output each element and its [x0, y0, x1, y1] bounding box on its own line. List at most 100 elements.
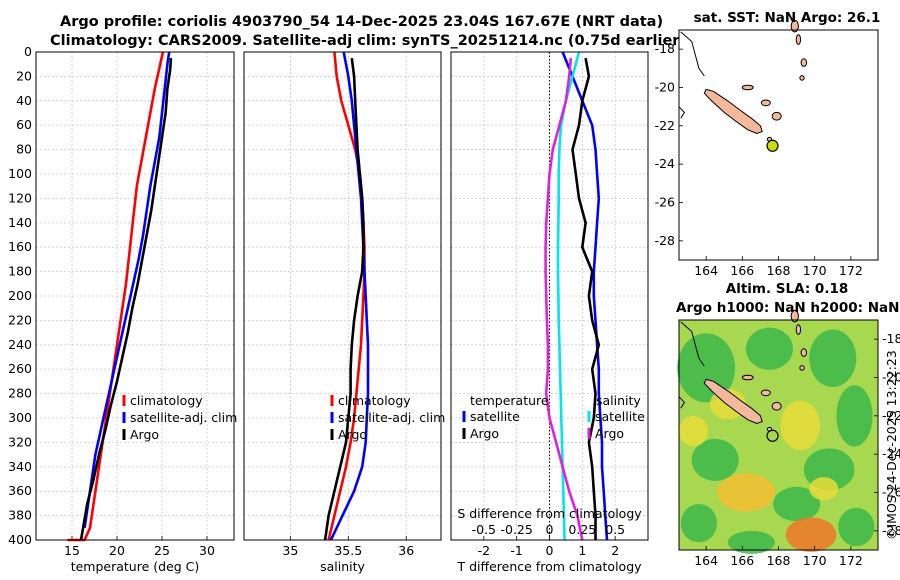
- diff-legend-temperature-title: temperature: [470, 393, 549, 408]
- sla-anomaly-patch: [838, 507, 875, 547]
- y-tick-label: 320: [8, 434, 32, 449]
- map-y-tick-label: -28: [655, 233, 675, 248]
- map-x-tick-label: 172: [839, 553, 863, 568]
- small-island: [795, 34, 802, 45]
- y-tick-label: 140: [8, 215, 32, 230]
- y-tick-label: 400: [8, 532, 32, 547]
- sla-anomaly-patch: [785, 517, 837, 552]
- series-line-argo: [79, 58, 173, 541]
- map-x-tick-label: 164: [694, 553, 718, 568]
- small-island: [760, 99, 771, 107]
- y-tick-label: 20: [16, 68, 32, 83]
- temp-legend-label: satellite-adj. clim: [130, 410, 237, 425]
- series-line-satellite-adj-clim: [83, 51, 171, 528]
- map-y-tick-label: -22: [882, 408, 900, 423]
- x-tick-label: 15: [64, 543, 80, 558]
- x-tick-label: 30: [199, 543, 215, 558]
- reef-outline: [680, 321, 705, 367]
- x-tick-label: 35: [282, 543, 298, 558]
- sla-anomaly-patch: [691, 438, 739, 481]
- x-tick-label: -1: [510, 543, 522, 558]
- new-caledonia-island: [703, 88, 763, 135]
- series-line-climatology: [327, 51, 366, 541]
- x-axis-label: T difference from climatology: [456, 559, 642, 574]
- temp-legend-label: climatology: [130, 393, 203, 408]
- plot-frame-0: [35, 51, 235, 541]
- y-tick-label: 160: [8, 239, 32, 254]
- top-axis-tick-label: 0.25: [568, 522, 596, 537]
- x-axis-label: salinity: [320, 559, 365, 574]
- series-line-temperature-argo: [571, 57, 601, 540]
- diff-legend-label: Argo: [595, 426, 624, 441]
- map-x-tick-label: 166: [730, 263, 754, 278]
- y-tick-label: 360: [8, 483, 32, 498]
- y-tick-label: 200: [8, 288, 32, 303]
- y-tick-label: 120: [8, 190, 32, 205]
- temp-legend-label: Argo: [130, 427, 159, 442]
- sst-map-title: sat. SST: NaN Argo: 26.1: [693, 10, 881, 26]
- y-tick-label: 340: [8, 459, 32, 474]
- x-axis-label: temperature (deg C): [71, 559, 200, 574]
- series-line-satellite-adj-clim: [329, 51, 370, 541]
- small-island: [799, 365, 805, 371]
- diff-legend-label: satellite: [595, 409, 645, 424]
- x-tick-label: 1: [578, 543, 586, 558]
- top-axis-label: S difference from climatology: [457, 506, 642, 521]
- x-tick-label: 25: [154, 543, 170, 558]
- map-y-tick-label: -20: [655, 80, 675, 95]
- sla-anomaly-patch: [727, 530, 775, 554]
- y-tick-label: 220: [8, 312, 32, 327]
- x-tick-label: 35.5: [334, 543, 362, 558]
- imos-timestamp: ©IMOS 24-Dec-2025 13:22:23: [884, 350, 899, 540]
- map-x-tick-label: 166: [730, 553, 754, 568]
- map-y-tick-label: -18: [882, 331, 900, 346]
- y-tick-label: 40: [16, 93, 32, 108]
- reef-outline: [680, 31, 705, 77]
- x-tick-label: 0: [546, 543, 554, 558]
- series-line-salinity-satellite: [556, 51, 581, 541]
- y-tick-label: 240: [8, 337, 32, 352]
- small-island: [800, 348, 808, 357]
- small-island: [790, 309, 799, 323]
- series-line-salinity-argo: [544, 57, 584, 541]
- y-tick-label: 380: [8, 508, 32, 523]
- map-x-tick-label: 164: [694, 263, 718, 278]
- reef-outline: [678, 106, 686, 119]
- map-y-tick-label: -24: [882, 446, 900, 461]
- y-tick-label: 180: [8, 264, 32, 279]
- map-x-tick-label: 170: [803, 263, 827, 278]
- diff-legend-label: satellite: [470, 409, 520, 424]
- sla-anomaly-patch: [773, 486, 821, 522]
- sla-anomaly-patch: [745, 327, 793, 370]
- sla-anomaly-patch: [836, 385, 873, 447]
- small-island: [741, 374, 754, 381]
- small-island: [800, 58, 808, 67]
- series-line-argo: [323, 57, 365, 541]
- map-y-tick-label: -18: [655, 41, 675, 56]
- series-line-temperature-satellite: [561, 51, 609, 541]
- small-island: [741, 84, 754, 91]
- series-line-climatology: [67, 51, 165, 542]
- sla-anomaly-patch: [780, 400, 821, 451]
- y-tick-label: 300: [8, 410, 32, 425]
- sal-legend-label: satellite-adj. clim: [338, 410, 445, 425]
- x-tick-label: 36: [398, 543, 414, 558]
- figure-title-line2: Climatology: CARS2009. Satellite-adj cli…: [50, 33, 687, 49]
- y-tick-label: 0: [24, 44, 32, 59]
- small-island: [790, 19, 799, 33]
- x-tick-label: 20: [109, 543, 125, 558]
- map-x-tick-label: 170: [803, 553, 827, 568]
- sla-anomaly-patch: [677, 333, 736, 403]
- argo-float-marker: [766, 139, 779, 152]
- x-tick-label: -2: [478, 543, 490, 558]
- sal-legend-label: Argo: [338, 427, 367, 442]
- map-y-tick-label: -20: [882, 370, 900, 385]
- y-tick-label: 80: [16, 142, 32, 157]
- map-x-tick-label: 172: [839, 263, 863, 278]
- diff-legend-label: Argo: [470, 426, 499, 441]
- top-axis-tick-label: 0.5: [605, 522, 625, 537]
- sla-map-title-line2: Argo h1000: NaN h2000: NaN: [676, 300, 900, 316]
- map-y-tick-label: -22: [655, 118, 675, 133]
- sla-anomaly-patch: [679, 415, 708, 447]
- x-tick-label: 2: [611, 543, 619, 558]
